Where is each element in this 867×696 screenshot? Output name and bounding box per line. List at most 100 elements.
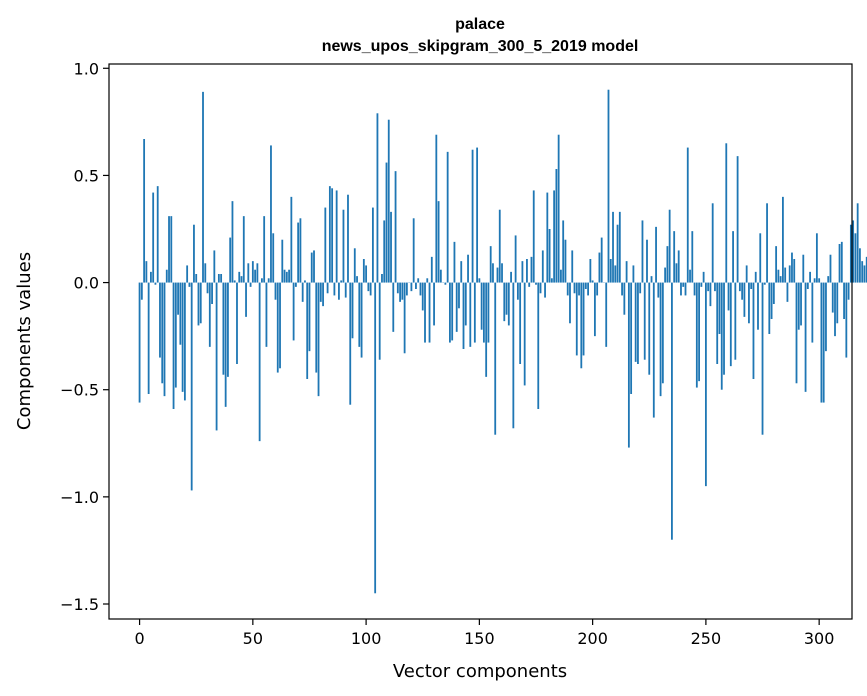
bar-275 (761, 282, 764, 435)
bar-137 (449, 282, 451, 343)
x-tick-label-200: 200 (577, 629, 608, 648)
bar-262 (732, 231, 734, 283)
bar-265 (738, 282, 741, 292)
bar-164 (510, 271, 512, 283)
bar-28 (202, 91, 204, 283)
bar-202 (596, 282, 599, 296)
bar-1 (140, 282, 143, 300)
bar-257 (720, 282, 723, 390)
bar-310 (840, 241, 843, 283)
bar-195 (580, 282, 583, 369)
bar-306 (831, 282, 834, 313)
bar-261 (729, 282, 732, 367)
bar-237 (675, 263, 678, 283)
bar-203 (598, 252, 601, 283)
bar-301 (820, 282, 823, 403)
bar-274 (759, 233, 762, 283)
bar-253 (711, 203, 714, 283)
bar-259 (725, 143, 728, 283)
bar-251 (707, 282, 710, 292)
bar-252 (709, 282, 712, 307)
bar-79 (317, 282, 320, 397)
bar-132 (437, 201, 440, 283)
bar-10 (161, 282, 164, 384)
bar-234 (668, 209, 671, 283)
bar-268 (745, 265, 748, 283)
bar-35 (217, 274, 220, 283)
bar-165 (512, 282, 515, 429)
bar-308 (836, 282, 839, 324)
bar-98 (360, 282, 363, 358)
bar-181 (548, 229, 551, 283)
bar-229 (657, 282, 660, 298)
bar-226 (650, 276, 653, 283)
y-axis-label: Components values (14, 252, 35, 430)
bar-210 (614, 265, 617, 283)
bar-106 (378, 282, 381, 360)
bar-278 (768, 282, 771, 334)
bar-214 (623, 282, 626, 315)
bar-45 (240, 276, 243, 283)
bar-157 (494, 282, 497, 435)
bar-170 (523, 282, 526, 386)
bar-4 (147, 282, 150, 394)
bar-56 (265, 282, 268, 347)
bar-54 (261, 278, 263, 283)
bar-151 (480, 282, 483, 330)
bar-295 (806, 282, 809, 289)
bar-145 (467, 254, 469, 283)
bar-247 (698, 282, 700, 382)
bar-52 (256, 263, 259, 283)
bar-77 (313, 250, 315, 283)
bar-40 (229, 237, 232, 283)
bar-9 (159, 282, 161, 358)
bar-190 (569, 282, 571, 324)
bar-163 (507, 282, 510, 326)
bar-217 (630, 282, 633, 394)
bar-129 (430, 256, 433, 283)
bar-18 (179, 282, 182, 345)
bar-88 (338, 282, 340, 300)
bar-176 (537, 282, 540, 409)
bar-216 (627, 282, 630, 448)
bar-318 (859, 248, 861, 283)
bar-227 (652, 282, 655, 418)
bar-285 (784, 267, 787, 283)
bar-197 (584, 282, 587, 289)
bar-219 (634, 282, 637, 362)
bar-213 (621, 282, 623, 296)
bar-53 (258, 282, 261, 442)
bar-160 (501, 263, 503, 283)
bar-280 (772, 282, 775, 304)
bar-211 (616, 224, 619, 283)
bar-319 (861, 261, 864, 283)
bar-148 (473, 282, 476, 343)
bar-249 (702, 271, 705, 283)
bar-316 (854, 233, 857, 283)
bar-279 (770, 282, 773, 319)
bar-304 (827, 276, 830, 283)
bar-25 (195, 274, 198, 283)
x-axis-label: Vector components (393, 661, 567, 682)
bar-105 (376, 113, 379, 283)
bar-3 (145, 261, 148, 283)
bar-239 (680, 282, 682, 296)
bar-208 (609, 259, 612, 283)
bar-255 (716, 282, 719, 364)
bar-102 (369, 282, 372, 296)
bar-81 (322, 282, 324, 307)
bar-266 (741, 282, 744, 300)
bar-187 (562, 220, 565, 283)
bar-24 (193, 224, 195, 283)
bar-297 (811, 282, 814, 343)
bar-272 (754, 271, 757, 283)
bar-136 (446, 151, 449, 283)
bar-200 (591, 280, 594, 283)
bar-48 (247, 263, 250, 283)
bar-153 (485, 282, 488, 377)
bar-117 (403, 282, 406, 354)
bar-156 (492, 263, 494, 283)
bar-104 (374, 282, 377, 594)
bar-139 (453, 241, 456, 283)
bar-70 (297, 222, 300, 283)
